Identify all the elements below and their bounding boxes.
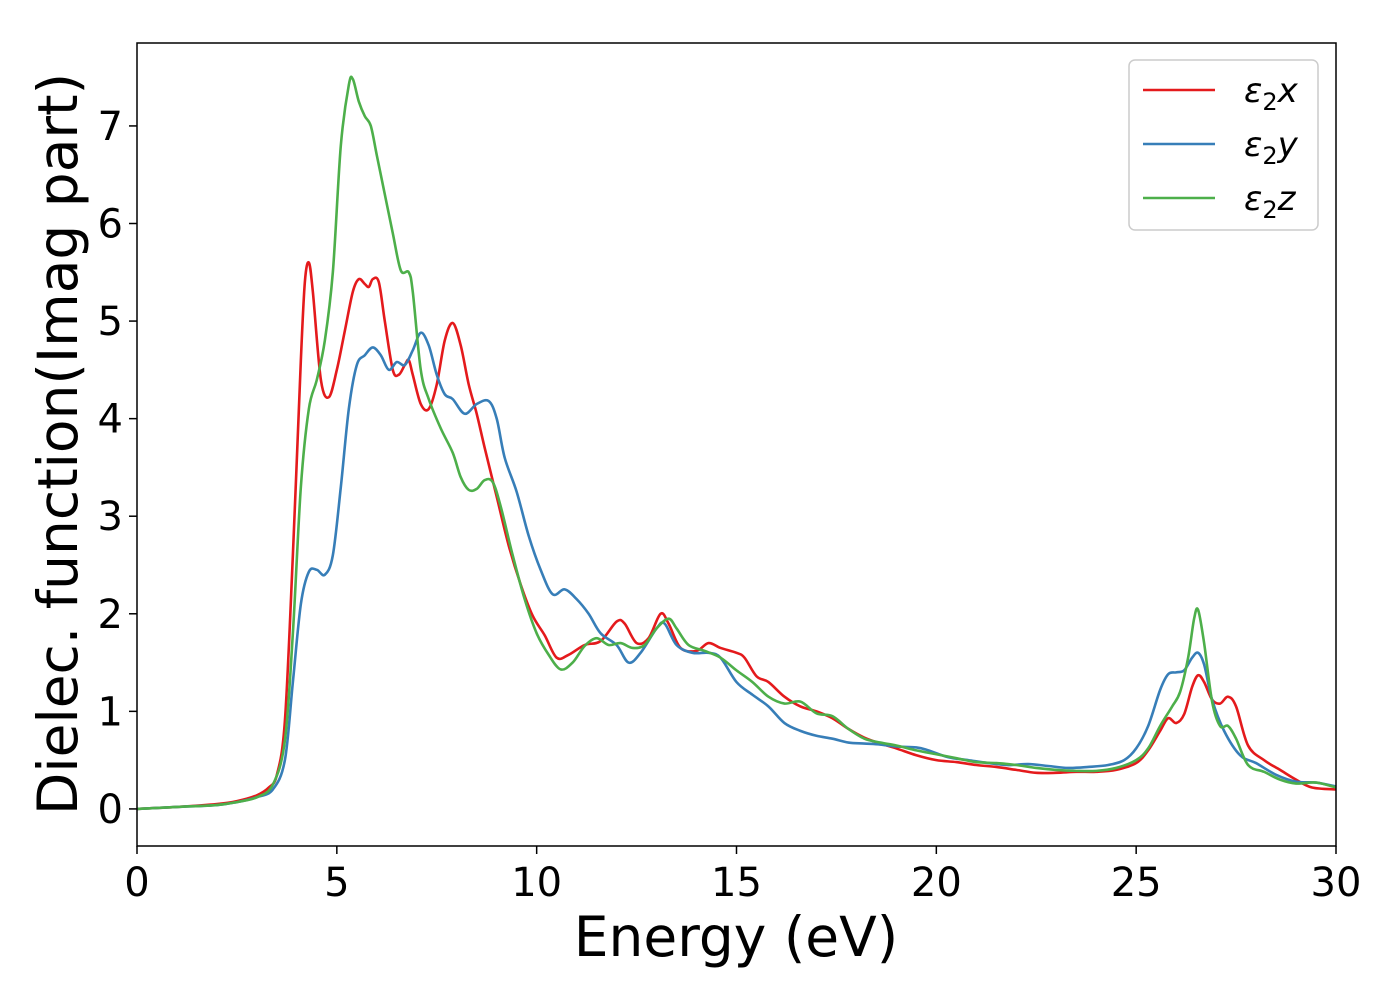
y-tick-label: 0 (98, 787, 123, 833)
x-tick-label: 25 (1111, 860, 1162, 906)
y-tick-label: 4 (98, 397, 123, 443)
series-line-z (136, 75, 1337, 811)
legend-box (1128, 59, 1319, 231)
x-axis-ticks: 0 5 10 15 20 25 30 (124, 846, 1361, 906)
y-tick-label: 1 (98, 689, 123, 735)
y-tick-label: 2 (98, 592, 123, 638)
y-tick-label: 5 (98, 299, 123, 345)
x-tick-label: 20 (911, 860, 962, 906)
x-tick-label: 0 (124, 860, 149, 906)
y-tick-label: 6 (98, 202, 123, 248)
legend: ε2x ε2y ε2z (1128, 59, 1319, 231)
x-tick-label: 5 (324, 860, 349, 906)
y-axis-label: Dielec. function(Imag part) (26, 73, 90, 815)
legend-label-x: ε2x (1244, 71, 1299, 116)
y-tick-label: 7 (98, 104, 123, 150)
x-tick-label: 15 (711, 860, 762, 906)
legend-label-y: ε2y (1244, 125, 1299, 170)
series-group (136, 75, 1337, 811)
y-axis-ticks: 0 1 2 3 4 5 6 7 (98, 104, 137, 833)
legend-label-z: ε2z (1244, 179, 1297, 224)
x-tick-label: 30 (1311, 860, 1362, 906)
x-tick-label: 10 (511, 860, 562, 906)
x-axis-label: Energy (eV) (574, 905, 898, 969)
series-line-x (136, 260, 1337, 811)
y-tick-label: 3 (98, 494, 123, 540)
